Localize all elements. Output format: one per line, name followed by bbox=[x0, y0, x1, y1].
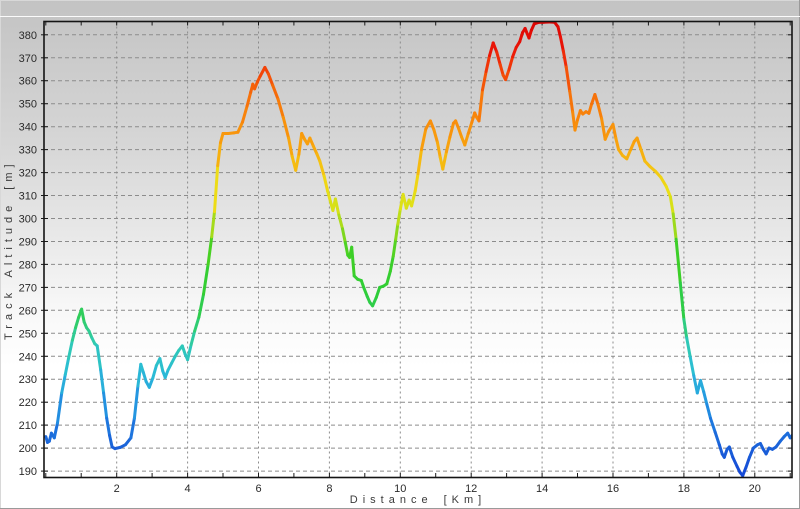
y-tick-label: 200 bbox=[19, 443, 37, 455]
y-tick-label: 350 bbox=[19, 99, 37, 111]
y-tick-label: 380 bbox=[19, 30, 37, 42]
y-axis-title: Track Altitude [m] bbox=[3, 159, 15, 341]
y-tick-label: 300 bbox=[19, 214, 37, 226]
plot-border bbox=[43, 20, 793, 479]
y-tick-label: 270 bbox=[19, 282, 37, 294]
y-tick-label: 320 bbox=[19, 168, 37, 180]
y-tick-label: 190 bbox=[19, 466, 37, 478]
x-tick-label: 20 bbox=[749, 483, 761, 495]
y-tick-label: 290 bbox=[19, 237, 37, 249]
y-tick-label: 280 bbox=[19, 259, 37, 271]
y-tick-label: 220 bbox=[19, 397, 37, 409]
x-tick-label: 10 bbox=[394, 483, 406, 495]
y-tick-label: 250 bbox=[19, 328, 37, 340]
x-tick-label: 14 bbox=[536, 483, 548, 495]
y-tick-label: 260 bbox=[19, 305, 37, 317]
y-tick-label: 210 bbox=[19, 420, 37, 432]
x-axis-title: Distance [Km] bbox=[349, 494, 487, 506]
track-altitude-line bbox=[44, 21, 792, 478]
y-tick-label: 360 bbox=[19, 76, 37, 88]
y-tick-label: 230 bbox=[19, 374, 37, 386]
y-tick-label: 330 bbox=[19, 145, 37, 157]
y-tick-label: 370 bbox=[19, 53, 37, 65]
y-tick-label: 310 bbox=[19, 191, 37, 203]
y-tick-label: 240 bbox=[19, 351, 37, 363]
x-tick-label: 6 bbox=[255, 483, 261, 495]
panel-highlight-line bbox=[0, 16, 800, 17]
x-tick-label: 2 bbox=[114, 483, 120, 495]
x-tick-label: 18 bbox=[678, 483, 690, 495]
x-tick-label: 16 bbox=[607, 483, 619, 495]
x-tick-label: 4 bbox=[185, 483, 191, 495]
x-tick-label: 8 bbox=[326, 483, 332, 495]
x-tick-label: 12 bbox=[465, 483, 477, 495]
y-tick-label: 340 bbox=[19, 122, 37, 134]
